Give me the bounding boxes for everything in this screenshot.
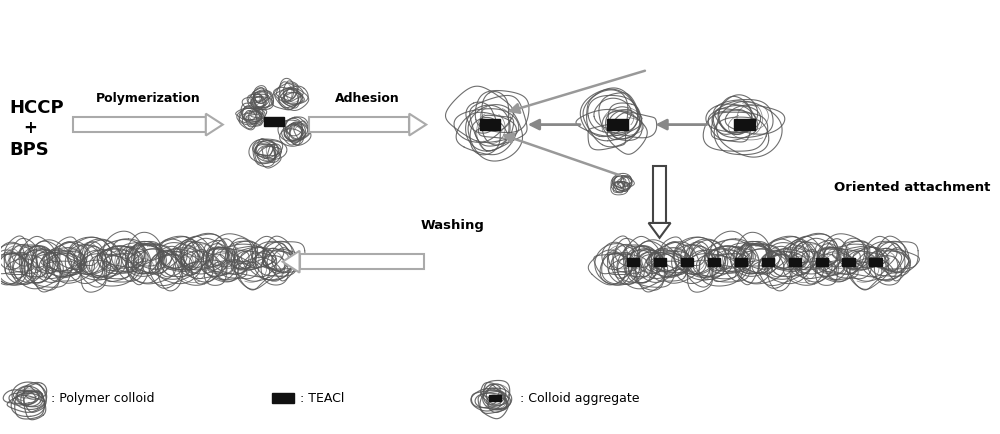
Bar <box>264 118 284 127</box>
Text: Adhesion: Adhesion <box>335 92 400 105</box>
Bar <box>309 118 409 133</box>
Bar <box>681 258 693 266</box>
Text: : TEACl: : TEACl <box>300 391 344 404</box>
Bar <box>607 120 628 131</box>
Bar <box>734 120 755 131</box>
Bar <box>762 258 774 266</box>
Bar <box>653 167 666 224</box>
Bar <box>300 255 424 270</box>
Bar <box>708 258 720 266</box>
Text: +: + <box>23 118 37 136</box>
Text: Washing: Washing <box>420 219 484 232</box>
Bar <box>480 120 500 131</box>
Polygon shape <box>206 115 223 136</box>
Bar <box>816 258 828 266</box>
Text: Polymerization: Polymerization <box>96 92 200 105</box>
Text: Oriented attachment: Oriented attachment <box>834 180 991 193</box>
Bar <box>869 258 882 266</box>
Bar <box>735 258 747 266</box>
Polygon shape <box>649 224 671 238</box>
Bar <box>842 258 855 266</box>
Bar <box>489 395 501 401</box>
Text: HCCP: HCCP <box>9 99 64 116</box>
Bar <box>73 118 206 133</box>
Polygon shape <box>283 251 300 273</box>
Bar <box>627 258 639 266</box>
Text: BPS: BPS <box>9 141 49 159</box>
Bar <box>789 258 801 266</box>
Bar <box>654 258 666 266</box>
Text: : Colloid aggregate: : Colloid aggregate <box>520 391 639 404</box>
Bar <box>272 393 294 403</box>
Polygon shape <box>409 115 426 136</box>
Text: : Polymer colloid: : Polymer colloid <box>51 391 155 404</box>
